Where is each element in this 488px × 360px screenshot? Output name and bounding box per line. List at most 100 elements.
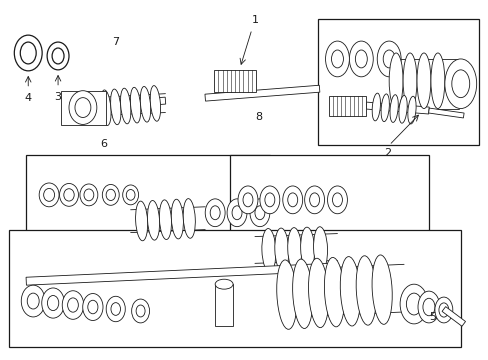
- Ellipse shape: [159, 200, 171, 239]
- Ellipse shape: [232, 206, 242, 220]
- Ellipse shape: [140, 86, 150, 122]
- Ellipse shape: [135, 201, 147, 241]
- Ellipse shape: [398, 95, 407, 123]
- Ellipse shape: [416, 53, 430, 109]
- Polygon shape: [230, 155, 428, 289]
- Ellipse shape: [52, 48, 64, 64]
- Text: 8: 8: [255, 112, 262, 122]
- Polygon shape: [26, 264, 329, 285]
- Ellipse shape: [340, 257, 360, 326]
- Ellipse shape: [355, 50, 366, 68]
- Ellipse shape: [444, 59, 476, 109]
- Ellipse shape: [417, 291, 439, 323]
- Ellipse shape: [80, 184, 98, 206]
- Ellipse shape: [309, 193, 319, 207]
- Ellipse shape: [88, 300, 98, 314]
- Polygon shape: [96, 97, 165, 109]
- Ellipse shape: [276, 260, 296, 329]
- Polygon shape: [366, 102, 428, 114]
- Polygon shape: [441, 307, 465, 326]
- Ellipse shape: [376, 41, 400, 77]
- Ellipse shape: [14, 35, 42, 71]
- Ellipse shape: [331, 50, 343, 68]
- Ellipse shape: [300, 227, 314, 271]
- Ellipse shape: [355, 256, 376, 325]
- Ellipse shape: [75, 98, 91, 117]
- Polygon shape: [317, 19, 478, 145]
- Ellipse shape: [402, 53, 416, 109]
- Bar: [214, 70, 255, 92]
- Ellipse shape: [69, 91, 97, 125]
- Ellipse shape: [308, 258, 328, 328]
- Ellipse shape: [324, 257, 344, 327]
- Ellipse shape: [274, 228, 288, 272]
- Ellipse shape: [332, 193, 342, 207]
- Ellipse shape: [406, 293, 421, 315]
- Polygon shape: [26, 155, 269, 269]
- Ellipse shape: [27, 293, 39, 309]
- Ellipse shape: [292, 259, 312, 328]
- Ellipse shape: [131, 299, 149, 323]
- Polygon shape: [427, 108, 463, 118]
- Ellipse shape: [287, 228, 301, 271]
- Text: 2: 2: [384, 148, 391, 158]
- Ellipse shape: [63, 189, 74, 201]
- Ellipse shape: [399, 284, 427, 324]
- Ellipse shape: [226, 199, 246, 227]
- Ellipse shape: [101, 90, 111, 126]
- Ellipse shape: [438, 303, 448, 317]
- Text: 3: 3: [55, 92, 61, 102]
- Ellipse shape: [47, 296, 59, 311]
- Ellipse shape: [430, 53, 444, 109]
- Polygon shape: [204, 85, 319, 101]
- Ellipse shape: [106, 189, 115, 201]
- Ellipse shape: [254, 206, 264, 220]
- Text: 5: 5: [428, 312, 436, 322]
- Bar: [328, 96, 366, 116]
- Ellipse shape: [82, 293, 103, 320]
- Text: 7: 7: [112, 37, 119, 47]
- Ellipse shape: [287, 193, 297, 207]
- Ellipse shape: [205, 199, 224, 227]
- Ellipse shape: [383, 50, 394, 68]
- Ellipse shape: [147, 201, 159, 240]
- Ellipse shape: [282, 186, 302, 214]
- Ellipse shape: [249, 199, 269, 227]
- Ellipse shape: [84, 189, 94, 201]
- Ellipse shape: [39, 183, 59, 207]
- Ellipse shape: [171, 199, 183, 239]
- Ellipse shape: [238, 186, 257, 214]
- Ellipse shape: [150, 86, 160, 121]
- Ellipse shape: [20, 42, 36, 64]
- Ellipse shape: [371, 255, 391, 324]
- Ellipse shape: [264, 193, 274, 207]
- Ellipse shape: [313, 227, 327, 270]
- Bar: [215, 284, 233, 326]
- Ellipse shape: [451, 70, 469, 98]
- Ellipse shape: [210, 206, 220, 220]
- Ellipse shape: [371, 93, 380, 121]
- Ellipse shape: [136, 305, 145, 317]
- Ellipse shape: [243, 193, 252, 207]
- Ellipse shape: [106, 296, 125, 322]
- Ellipse shape: [21, 285, 45, 317]
- Ellipse shape: [43, 188, 55, 201]
- Ellipse shape: [407, 96, 415, 124]
- Ellipse shape: [47, 42, 69, 70]
- Ellipse shape: [110, 89, 121, 125]
- Ellipse shape: [260, 186, 279, 214]
- Ellipse shape: [183, 199, 195, 238]
- Text: 6: 6: [100, 139, 107, 149]
- Ellipse shape: [215, 279, 233, 289]
- Text: 1: 1: [251, 15, 258, 25]
- Text: 4: 4: [24, 93, 32, 103]
- Ellipse shape: [122, 185, 138, 205]
- Ellipse shape: [130, 87, 141, 123]
- Ellipse shape: [389, 95, 397, 122]
- Ellipse shape: [41, 288, 64, 318]
- Ellipse shape: [304, 186, 324, 214]
- Ellipse shape: [262, 229, 275, 272]
- Ellipse shape: [434, 297, 452, 323]
- Ellipse shape: [325, 41, 349, 77]
- Ellipse shape: [67, 298, 78, 312]
